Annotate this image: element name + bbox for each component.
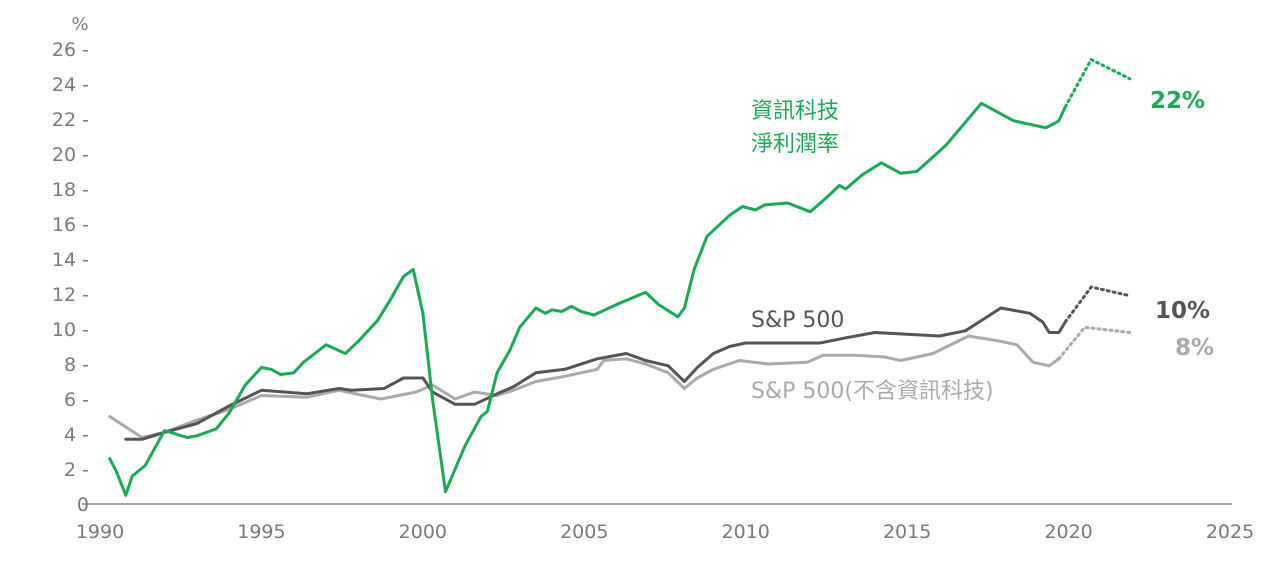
y-tick-label: 4 - xyxy=(64,424,89,446)
series-name-label: S&P 500(不含資訊科技) xyxy=(751,379,994,404)
x-tick-label: 2010 xyxy=(722,521,770,543)
series-line-2 xyxy=(108,334,1061,439)
y-tick-label: 22 - xyxy=(52,109,89,131)
series-line-0 xyxy=(108,101,1067,497)
series-end-value-label: 8% xyxy=(1175,335,1214,361)
y-tick-label: 12 - xyxy=(52,284,89,306)
series-end-value-label: 22% xyxy=(1150,88,1205,114)
series-lines xyxy=(108,57,1132,497)
y-tick-label: 6 - xyxy=(64,389,89,411)
series-name-label: 資訊科技 xyxy=(751,99,839,124)
y-tick-label: 26 - xyxy=(52,39,89,61)
x-tick-label: 2000 xyxy=(399,521,447,543)
x-axis: 1990 1995 2000 2005 2010 2015 2020 2025 xyxy=(76,521,1254,543)
x-tick-label: 2015 xyxy=(883,521,931,543)
x-tick-label: 2020 xyxy=(1044,521,1092,543)
y-axis: 0 2 - 4 - 6 - 8 - 10 - 12 - 14 - 16 - 18 - 20 - 22 … xyxy=(52,39,89,516)
y-tick-label: 16 - xyxy=(52,214,89,236)
x-tick-label: 1995 xyxy=(237,521,285,543)
x-tick-label: 2005 xyxy=(560,521,608,543)
y-tick-label: 14 - xyxy=(52,249,89,271)
series-end-value-label: 10% xyxy=(1155,298,1210,324)
x-tick-label: 2025 xyxy=(1206,521,1254,543)
x-tick-label: 1990 xyxy=(76,521,124,543)
y-tick-label: 0 xyxy=(77,494,89,516)
y-tick-label: 18 - xyxy=(52,179,89,201)
y-tick-label: 20 - xyxy=(52,144,89,166)
series-name-label: S&P 500 xyxy=(751,308,844,333)
series-name-label: 淨利潤率 xyxy=(751,132,839,157)
y-tick-label: 24 - xyxy=(52,74,89,96)
series-projection-1 xyxy=(1063,285,1132,324)
y-tick-label: 10 - xyxy=(52,319,89,341)
series-line-1 xyxy=(124,306,1067,441)
y-tick-label: 8 - xyxy=(64,354,89,376)
y-tick-label: 2 - xyxy=(64,459,89,481)
series-projection-0 xyxy=(1063,57,1132,109)
series-projection-2 xyxy=(1057,325,1132,361)
y-axis-unit-label: % xyxy=(71,14,88,35)
